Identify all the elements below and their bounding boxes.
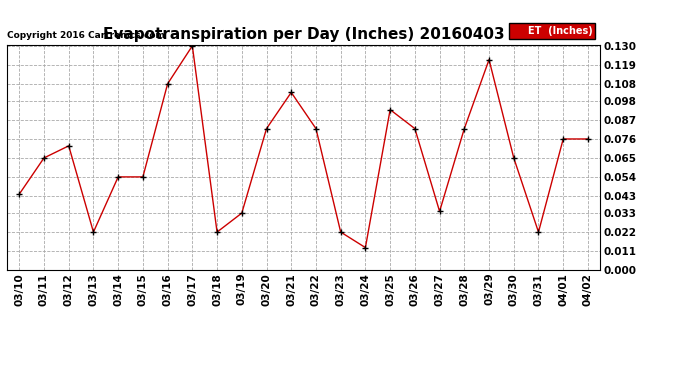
Title: Evapotranspiration per Day (Inches) 20160403: Evapotranspiration per Day (Inches) 2016…	[103, 27, 504, 42]
Text: Copyright 2016 Cartronics.com: Copyright 2016 Cartronics.com	[7, 32, 165, 40]
Legend: ET  (Inches): ET (Inches)	[509, 23, 595, 39]
